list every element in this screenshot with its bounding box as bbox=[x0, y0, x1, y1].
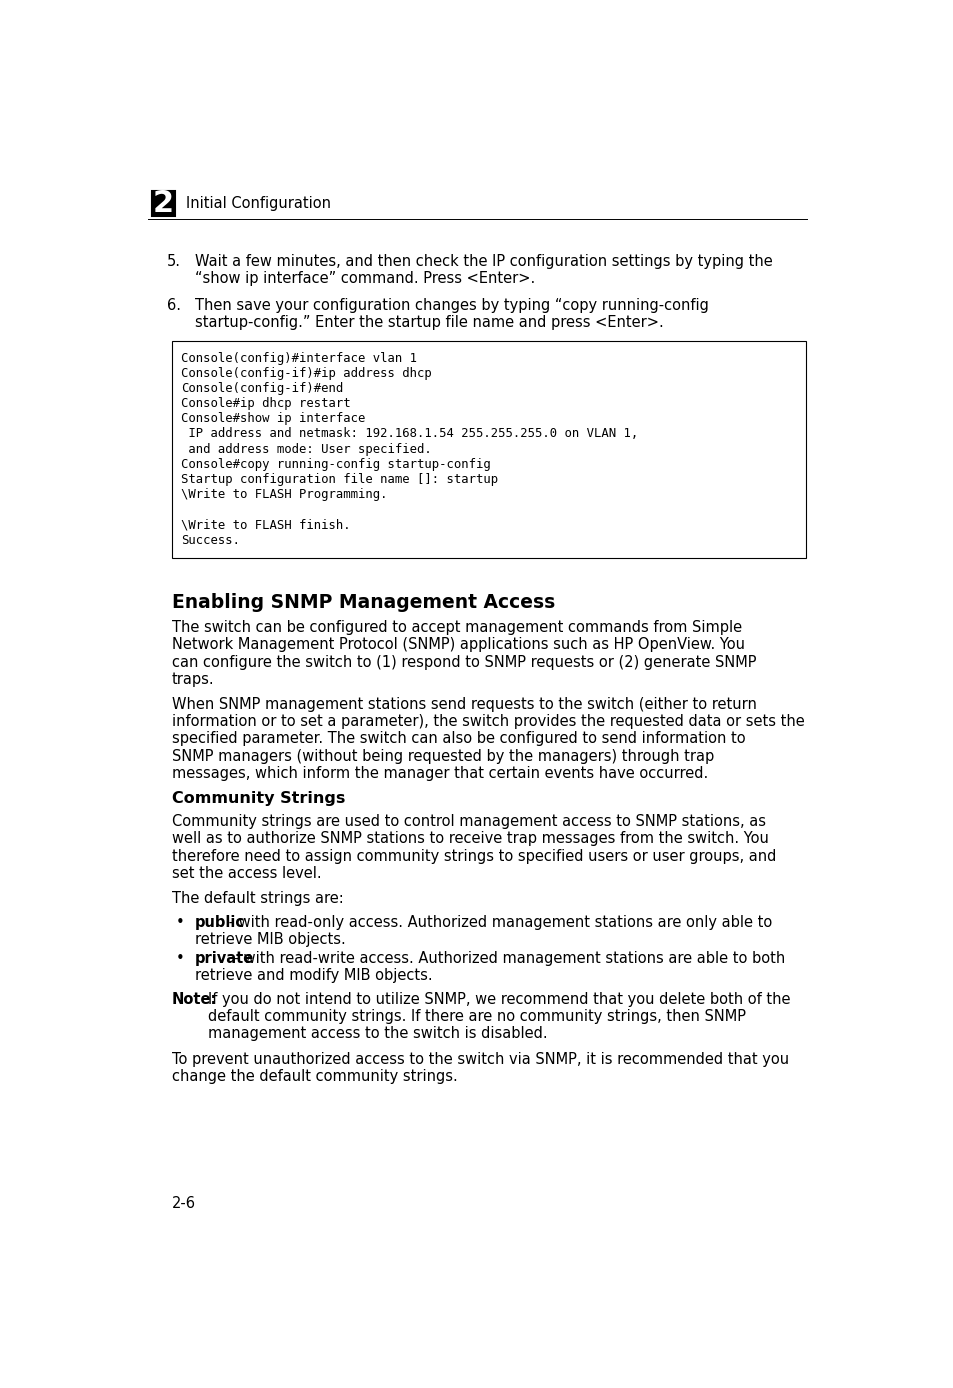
Bar bbox=[152, 192, 174, 217]
Text: default community strings. If there are no community strings, then SNMP: default community strings. If there are … bbox=[208, 1009, 745, 1024]
Text: traps.: traps. bbox=[172, 672, 214, 687]
Text: specified parameter. The switch can also be configured to send information to: specified parameter. The switch can also… bbox=[172, 731, 745, 747]
Text: IP address and netmask: 192.168.1.54 255.255.255.0 on VLAN 1,: IP address and netmask: 192.168.1.54 255… bbox=[181, 428, 638, 440]
Text: private: private bbox=[195, 951, 254, 966]
Text: 6.: 6. bbox=[167, 298, 181, 314]
Text: \Write to FLASH Programming.: \Write to FLASH Programming. bbox=[181, 489, 387, 501]
Text: The default strings are:: The default strings are: bbox=[172, 891, 343, 906]
Text: 2-6: 2-6 bbox=[172, 1195, 195, 1210]
Text: The switch can be configured to accept management commands from Simple: The switch can be configured to accept m… bbox=[172, 620, 741, 636]
Text: set the access level.: set the access level. bbox=[172, 866, 321, 880]
Text: - with read-write access. Authorized management stations are able to both: - with read-write access. Authorized man… bbox=[229, 951, 785, 966]
Text: well as to authorize SNMP stations to receive trap messages from the switch. You: well as to authorize SNMP stations to re… bbox=[172, 831, 768, 847]
Text: Console#copy running-config startup-config: Console#copy running-config startup-conf… bbox=[181, 458, 491, 471]
Text: management access to the switch is disabled.: management access to the switch is disab… bbox=[208, 1026, 547, 1041]
Text: retrieve and modify MIB objects.: retrieve and modify MIB objects. bbox=[195, 969, 433, 983]
Text: and address mode: User specified.: and address mode: User specified. bbox=[181, 443, 432, 455]
Text: 2: 2 bbox=[152, 189, 173, 218]
Text: Console#ip dhcp restart: Console#ip dhcp restart bbox=[181, 397, 351, 409]
Text: 5.: 5. bbox=[167, 254, 181, 268]
Text: Note:: Note: bbox=[172, 992, 217, 1008]
Text: Community strings are used to control management access to SNMP stations, as: Community strings are used to control ma… bbox=[172, 815, 765, 830]
Text: messages, which inform the manager that certain events have occurred.: messages, which inform the manager that … bbox=[172, 766, 707, 780]
Text: can configure the switch to (1) respond to SNMP requests or (2) generate SNMP: can configure the switch to (1) respond … bbox=[172, 655, 756, 669]
Text: Console#show ip interface: Console#show ip interface bbox=[181, 412, 365, 425]
Text: Network Management Protocol (SNMP) applications such as HP OpenView. You: Network Management Protocol (SNMP) appli… bbox=[172, 637, 744, 652]
Text: - with read-only access. Authorized management stations are only able to: - with read-only access. Authorized mana… bbox=[224, 915, 772, 930]
Text: Enabling SNMP Management Access: Enabling SNMP Management Access bbox=[172, 593, 555, 612]
Text: Initial Configuration: Initial Configuration bbox=[186, 196, 331, 211]
Text: retrieve MIB objects.: retrieve MIB objects. bbox=[195, 933, 346, 948]
Text: information or to set a parameter), the switch provides the requested data or se: information or to set a parameter), the … bbox=[172, 715, 804, 729]
Bar bbox=[172, 340, 805, 558]
Text: If you do not intend to utilize SNMP, we recommend that you delete both of the: If you do not intend to utilize SNMP, we… bbox=[208, 992, 789, 1008]
Text: therefore need to assign community strings to specified users or user groups, an: therefore need to assign community strin… bbox=[172, 848, 776, 863]
Text: SNMP managers (without being requested by the managers) through trap: SNMP managers (without being requested b… bbox=[172, 748, 714, 763]
Text: •: • bbox=[175, 951, 184, 966]
Text: Console(config)#interface vlan 1: Console(config)#interface vlan 1 bbox=[181, 351, 416, 365]
Text: When SNMP management stations send requests to the switch (either to return: When SNMP management stations send reque… bbox=[172, 697, 756, 712]
Text: Success.: Success. bbox=[181, 533, 240, 547]
Text: public: public bbox=[195, 915, 245, 930]
Text: Then save your configuration changes by typing “copy running-config: Then save your configuration changes by … bbox=[195, 298, 708, 314]
Text: To prevent unauthorized access to the switch via SNMP, it is recommended that yo: To prevent unauthorized access to the sw… bbox=[172, 1052, 788, 1067]
Text: “show ip interface” command. Press <Enter>.: “show ip interface” command. Press <Ente… bbox=[195, 271, 535, 286]
Text: Community Strings: Community Strings bbox=[172, 791, 345, 806]
Text: Wait a few minutes, and then check the IP configuration settings by typing the: Wait a few minutes, and then check the I… bbox=[195, 254, 772, 268]
Text: Startup configuration file name []: startup: Startup configuration file name []: star… bbox=[181, 473, 497, 486]
Text: startup-config.” Enter the startup file name and press <Enter>.: startup-config.” Enter the startup file … bbox=[195, 315, 663, 330]
Text: Console(config-if)#end: Console(config-if)#end bbox=[181, 382, 343, 394]
Text: •: • bbox=[175, 915, 184, 930]
Text: change the default community strings.: change the default community strings. bbox=[172, 1069, 457, 1084]
Text: Console(config-if)#ip address dhcp: Console(config-if)#ip address dhcp bbox=[181, 366, 432, 380]
Text: \Write to FLASH finish.: \Write to FLASH finish. bbox=[181, 518, 351, 532]
